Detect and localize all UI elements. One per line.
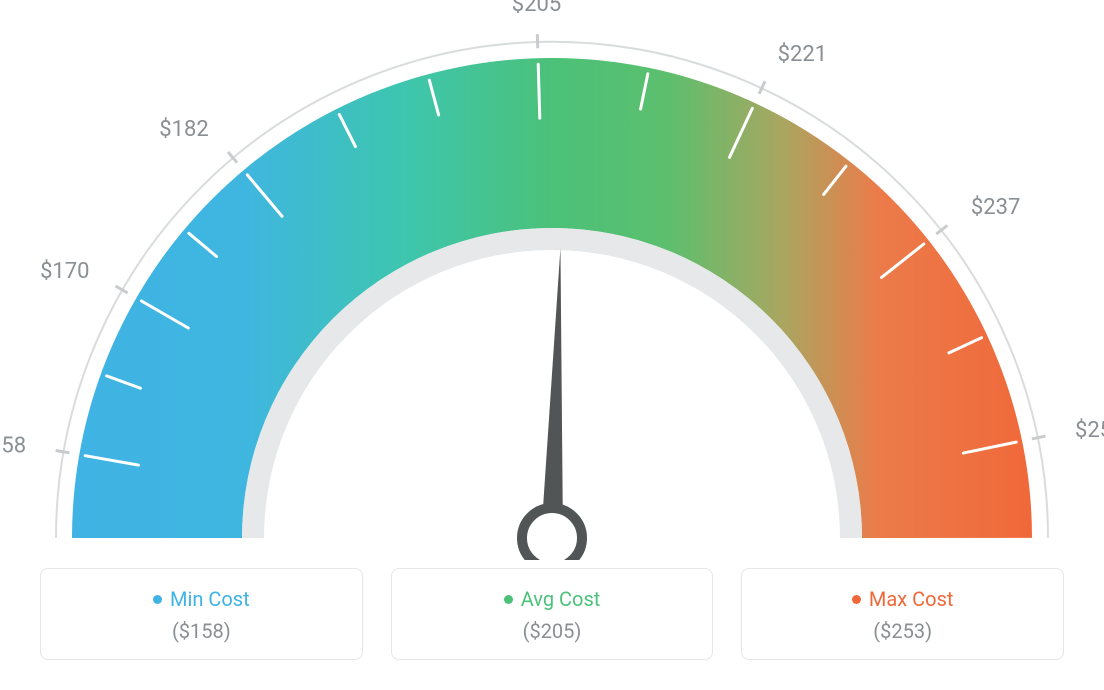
legend-title-avg: Avg Cost [504, 587, 601, 611]
legend-value-min: ($158) [41, 619, 362, 643]
legend-value-avg: ($205) [392, 619, 713, 643]
gauge-hub [522, 508, 582, 560]
tick-label: $170 [40, 259, 89, 284]
legend-label-min: Min Cost [170, 587, 250, 611]
gauge-needle [541, 248, 563, 538]
legend-dot-max [852, 595, 861, 604]
legend-title-min: Min Cost [153, 587, 250, 611]
legend-value-max: ($253) [742, 619, 1063, 643]
tick-label: $205 [512, 0, 561, 17]
cost-gauge: $158 $170 $182 $205 $221 $237 $253 [0, 0, 1104, 560]
legend-row: Min Cost ($158) Avg Cost ($205) Max Cost… [40, 568, 1064, 660]
tick-label: $158 [0, 433, 26, 458]
legend-label-max: Max Cost [869, 587, 954, 611]
gauge-svg: $158 $170 $182 $205 $221 $237 $253 [0, 0, 1104, 560]
legend-card-avg: Avg Cost ($205) [391, 568, 714, 660]
legend-title-max: Max Cost [852, 587, 954, 611]
tick-label: $221 [778, 42, 827, 67]
tick-label: $253 [1075, 418, 1104, 443]
tick-label: $237 [971, 195, 1020, 220]
legend-label-avg: Avg Cost [521, 587, 601, 611]
legend-dot-min [153, 595, 162, 604]
tick-label: $182 [159, 117, 208, 142]
legend-dot-avg [504, 595, 513, 604]
legend-card-max: Max Cost ($253) [741, 568, 1064, 660]
legend-card-min: Min Cost ($158) [40, 568, 363, 660]
